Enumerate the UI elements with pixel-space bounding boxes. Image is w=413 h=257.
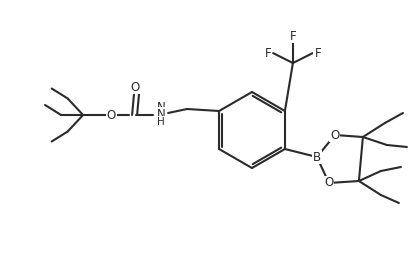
Text: H: H: [157, 117, 164, 127]
Text: F: F: [313, 47, 320, 60]
Text: F: F: [289, 30, 296, 42]
Text: B: B: [312, 151, 320, 163]
Text: O: O: [330, 128, 339, 142]
Text: N: N: [157, 107, 165, 121]
Text: O: O: [130, 80, 139, 94]
Text: O: O: [106, 108, 116, 122]
Text: O: O: [323, 177, 333, 189]
Text: F: F: [264, 47, 271, 60]
Text: N
H: N H: [157, 101, 165, 129]
